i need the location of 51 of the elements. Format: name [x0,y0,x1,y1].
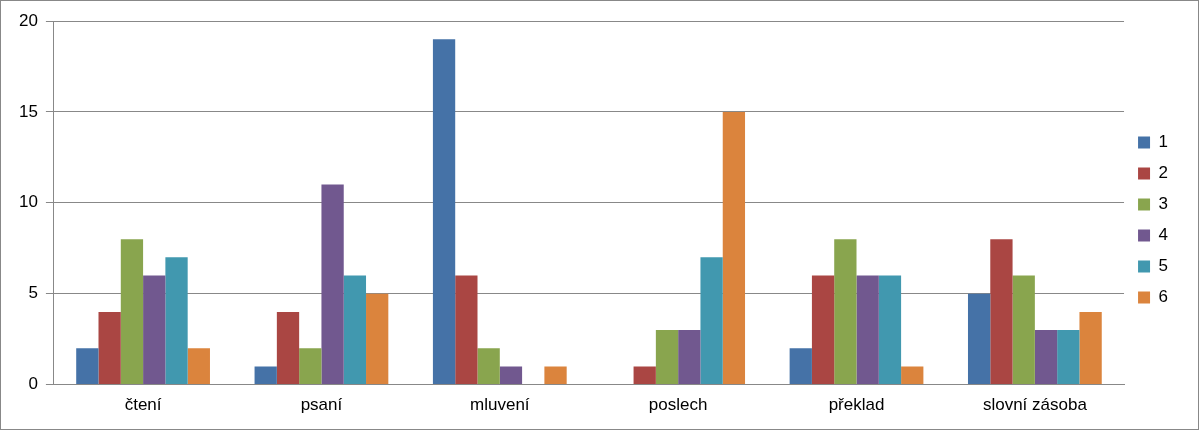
bar [98,311,121,385]
bar [432,39,456,385]
legend-label: 3 [1158,194,1169,214]
x-tick-label: překlad [828,395,885,415]
bar [789,348,812,385]
bar [544,366,567,385]
bar [321,184,344,385]
x-tick-label: psaní [300,395,343,415]
bar [276,311,300,385]
bar [1034,330,1058,385]
bar [856,275,879,385]
legend-label: 1 [1158,132,1169,152]
x-tick-label: slovní zásoba [982,395,1088,415]
bar [299,348,322,385]
bar [1079,311,1102,385]
bar [633,366,656,385]
bar [700,257,723,385]
legend-label: 5 [1158,256,1169,276]
bar [254,366,277,385]
bar [990,239,1013,385]
y-tick-label: 20 [18,10,38,30]
bar [499,366,523,385]
legend-label: 4 [1158,225,1169,245]
legend-label: 6 [1158,287,1169,307]
x-tick-label: mluvení [470,395,530,415]
y-tick-label: 10 [18,192,38,212]
bar [967,293,991,385]
bar [722,111,746,385]
bar [165,257,188,385]
y-tick-label: 15 [18,101,38,121]
bar [834,239,857,385]
bar [901,366,924,385]
bar [76,348,99,385]
bar [678,330,701,385]
bar [120,239,144,385]
bar [1057,330,1080,385]
bar [366,293,389,385]
bar [811,275,835,385]
x-tick-label: poslech [648,395,708,415]
bar [343,275,367,385]
legend-label: 2 [1158,163,1169,183]
x-tick-label: čtení [124,395,162,415]
bar [477,348,500,385]
bar [878,275,902,385]
y-tick-label: 0 [28,374,38,394]
y-tick-label: 5 [28,283,38,303]
bar [143,275,166,385]
bar [455,275,478,385]
bar [1012,275,1035,385]
bar [655,330,679,385]
bar [187,348,210,385]
